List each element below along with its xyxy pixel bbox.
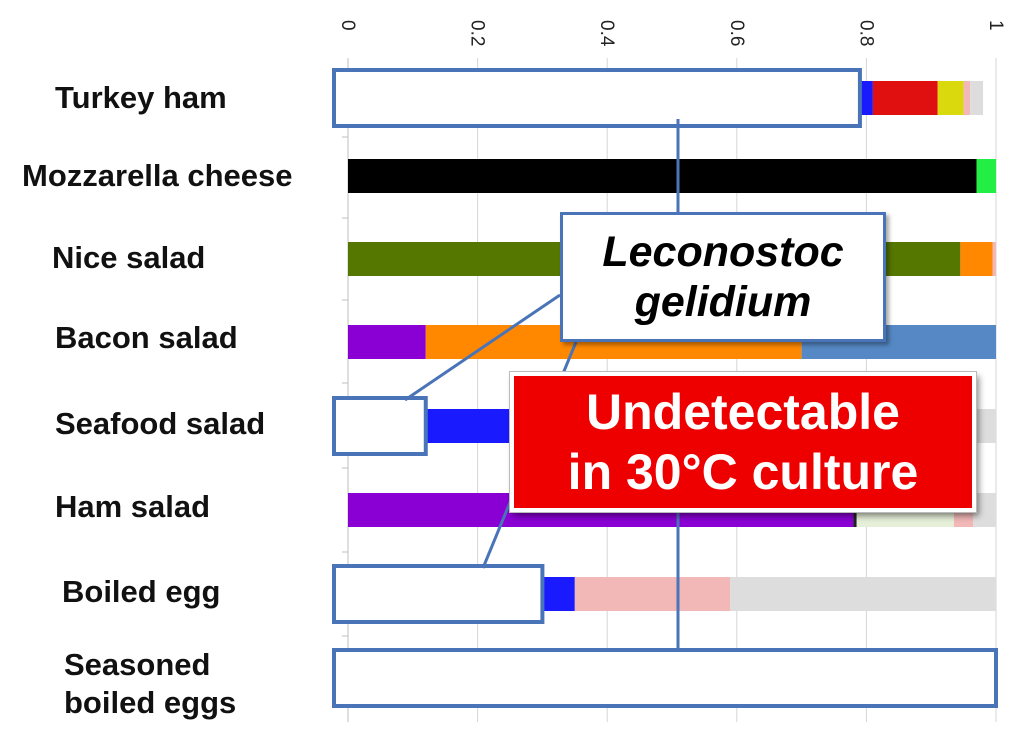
category-label: Ham salad <box>55 489 211 524</box>
x-tick-label: 0 <box>337 20 358 31</box>
bar-segment <box>348 159 977 193</box>
species-callout: Leconostoc gelidium <box>560 212 886 342</box>
category-label: Boiled egg <box>62 574 221 609</box>
undetectable-callout: Undetectable in 30°C culture <box>509 371 977 513</box>
bar-segment <box>970 81 984 115</box>
bar-segment <box>937 81 964 115</box>
x-tick-label: 0.4 <box>596 20 617 47</box>
undetectable-callout-text: Undetectable in 30°C culture <box>567 384 919 500</box>
category-label: Seafood salad <box>55 406 266 441</box>
connector-line <box>404 293 561 402</box>
highlight-box <box>332 564 545 624</box>
x-tick-label: 1 <box>985 20 1006 31</box>
bar-segment <box>963 81 971 115</box>
species-callout-text: Leconostoc gelidium <box>602 228 844 326</box>
bar-segment <box>730 577 996 611</box>
bars <box>348 81 996 611</box>
bar-segment <box>542 577 575 611</box>
x-tick-label: 0.8 <box>855 20 876 46</box>
bar-segment <box>348 325 426 359</box>
bar-segment <box>976 159 996 193</box>
category-label: Nice salad <box>52 240 206 275</box>
x-tick-label: 0.2 <box>467 20 488 46</box>
bar-segment <box>973 493 996 527</box>
x-axis-ticks: 0 0.2 0.4 0.6 0.8 1 <box>337 20 1006 47</box>
highlight-box <box>332 68 862 128</box>
bar-segment <box>872 81 938 115</box>
category-label: Mozzarella cheese <box>22 158 293 193</box>
category-label: Seasoned boiled eggs <box>64 647 237 720</box>
bar-segment <box>859 81 873 115</box>
bar-segment <box>992 242 996 276</box>
bar-segment <box>574 577 731 611</box>
category-label: Turkey ham <box>55 80 227 115</box>
highlight-boxes <box>332 68 998 708</box>
bar-segment <box>960 242 993 276</box>
highlight-box <box>332 648 998 708</box>
category-label: Bacon salad <box>55 320 238 355</box>
highlight-box <box>332 396 428 456</box>
x-tick-label: 0.6 <box>726 20 747 46</box>
